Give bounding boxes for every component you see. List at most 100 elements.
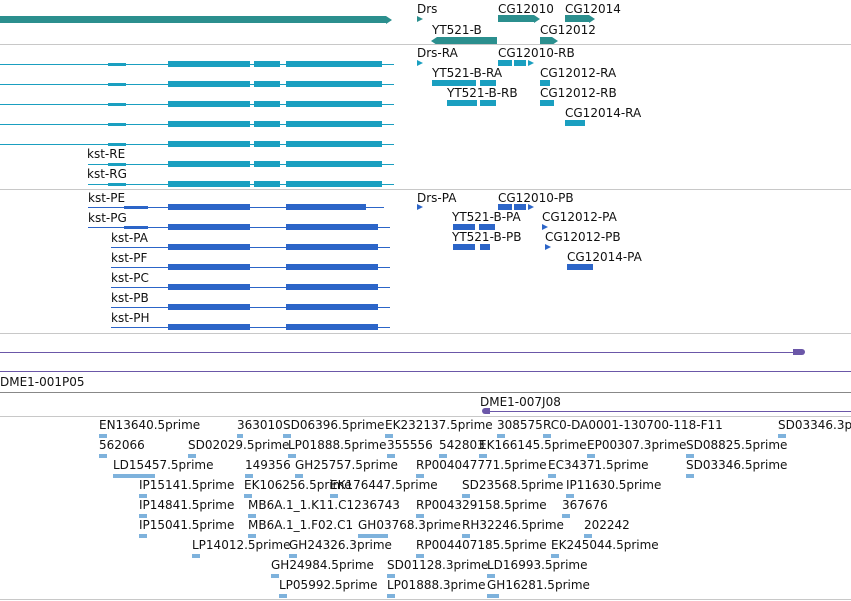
est-feature[interactable] [244,494,252,498]
protein-exons[interactable] [168,224,250,230]
transcript-exons[interactable] [108,183,126,186]
est-feature[interactable] [99,434,107,438]
est-feature[interactable] [283,434,291,438]
est-feature[interactable] [566,494,574,498]
protein-exons[interactable] [286,304,378,310]
transcript-feature[interactable] [480,80,496,86]
est-feature[interactable] [139,514,147,518]
transcript-feature[interactable] [565,120,585,126]
transcript-exons[interactable] [108,123,126,126]
est-feature[interactable] [387,454,395,458]
gene-feature-cg12010[interactable] [498,15,534,22]
protein-exons[interactable] [168,284,250,290]
transcript-exons[interactable] [168,121,250,127]
protein-feature[interactable] [453,224,475,230]
transcript-feature[interactable] [432,80,476,86]
transcript-feature[interactable] [514,60,526,66]
est-feature[interactable] [548,474,556,478]
transcript-exons[interactable] [108,83,126,86]
gene-feature-yt521-b[interactable] [437,37,497,44]
transcript-exons[interactable] [254,101,280,107]
clone-feature[interactable] [486,411,851,412]
est-feature[interactable] [416,554,424,558]
protein-exons[interactable] [168,304,250,310]
est-feature[interactable] [416,474,424,478]
transcript-exons[interactable] [286,181,382,187]
est-feature[interactable] [288,454,296,458]
transcript-exons[interactable] [168,141,250,147]
transcript-exons[interactable] [108,143,126,146]
est-feature[interactable] [330,494,338,498]
protein-exons[interactable] [286,284,378,290]
protein-exons[interactable] [286,324,378,330]
protein-feature[interactable] [417,204,423,210]
est-feature[interactable] [551,554,559,558]
transcript-exons[interactable] [168,181,250,187]
transcript-exons[interactable] [108,103,126,106]
est-feature[interactable] [686,474,694,478]
transcript-exons[interactable] [254,181,280,187]
transcript-feature[interactable] [417,60,423,66]
est-feature[interactable] [487,594,499,598]
protein-feature[interactable] [480,244,490,250]
gene-feature-kst[interactable] [0,16,386,23]
est-feature[interactable] [279,594,287,598]
clone-feature[interactable] [0,371,851,372]
est-feature[interactable] [439,454,447,458]
transcript-exons[interactable] [168,101,250,107]
clone-feature[interactable] [0,392,851,393]
protein-exons[interactable] [124,206,148,209]
est-feature[interactable] [587,454,595,458]
protein-exons[interactable] [286,244,378,250]
protein-exons[interactable] [168,324,250,330]
est-feature[interactable] [295,474,303,478]
transcript-feature[interactable] [540,100,554,106]
transcript-exons[interactable] [286,101,382,107]
est-feature[interactable] [562,514,570,518]
protein-exons[interactable] [168,264,250,270]
est-feature[interactable] [248,514,256,518]
gene-feature-cg12012[interactable] [540,37,552,44]
transcript-exons[interactable] [254,81,280,87]
est-feature[interactable] [487,574,495,578]
transcript-exons[interactable] [168,81,250,87]
gene-feature-drs[interactable] [417,16,423,22]
est-feature[interactable] [192,554,200,558]
transcript-exons[interactable] [286,141,382,147]
protein-feature[interactable] [542,224,548,230]
transcript-exons[interactable] [108,63,126,66]
est-feature[interactable] [248,534,256,538]
est-feature[interactable] [686,454,694,458]
gene-feature-cg12014[interactable] [565,15,589,22]
transcript-feature[interactable] [540,80,550,86]
est-feature[interactable] [543,434,551,438]
transcript-exons[interactable] [286,81,382,87]
est-feature[interactable] [99,454,107,458]
transcript-feature[interactable] [447,100,477,106]
transcript-exons[interactable] [108,163,126,166]
protein-feature[interactable] [479,224,495,230]
transcript-exons[interactable] [286,121,382,127]
est-feature[interactable] [387,574,395,578]
protein-feature[interactable] [498,204,512,210]
transcript-exons[interactable] [168,161,250,167]
est-feature[interactable] [237,434,243,438]
clone-feature[interactable] [0,352,797,353]
est-feature[interactable] [385,434,393,438]
transcript-exons[interactable] [254,121,280,127]
transcript-exons[interactable] [286,61,382,67]
transcript-exons[interactable] [254,61,280,67]
est-feature[interactable] [139,494,147,498]
est-feature[interactable] [462,534,470,538]
est-feature[interactable] [113,474,155,478]
est-feature[interactable] [479,454,487,458]
protein-exons[interactable] [168,204,250,210]
est-feature[interactable] [271,574,279,578]
est-feature[interactable] [188,454,196,458]
est-feature[interactable] [497,434,505,438]
protein-feature[interactable] [567,264,593,270]
transcript-exons[interactable] [254,161,280,167]
est-feature[interactable] [358,534,388,538]
transcript-exons[interactable] [286,161,382,167]
transcript-feature[interactable] [480,100,496,106]
